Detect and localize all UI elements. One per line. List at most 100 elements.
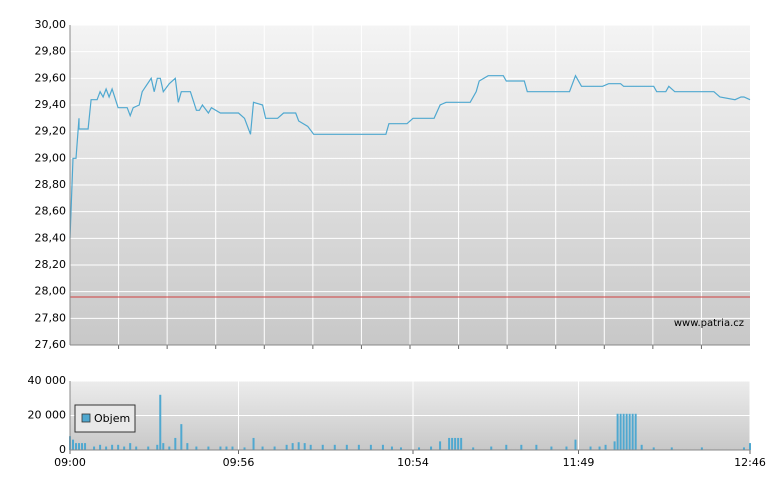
x-tick-label: 11:49 (563, 456, 595, 469)
volume-bar (451, 437, 454, 450)
volume-bar (93, 446, 96, 450)
volume-bar (291, 443, 294, 450)
y-tick-label: 30,00 (35, 18, 67, 31)
y-tick-label: 27,80 (35, 311, 67, 324)
volume-bar (99, 444, 102, 450)
x-tick-label: 09:56 (223, 456, 255, 469)
volume-bar (550, 446, 553, 450)
volume-bar (634, 413, 637, 450)
y-tick-label: 28,60 (35, 205, 67, 218)
volume-bar (357, 444, 360, 450)
volume-bar (631, 413, 634, 450)
y-tick-label: 28,40 (35, 231, 67, 244)
legend-label: Objem (94, 412, 130, 425)
volume-bar (111, 444, 114, 450)
x-tick-label: 09:00 (54, 456, 86, 469)
x-tick-label: 10:54 (397, 456, 429, 469)
volume-bar (273, 446, 276, 450)
volume-bar (749, 443, 751, 450)
volume-bar (490, 446, 493, 450)
y-tick-label: 20 000 (28, 409, 67, 422)
volume-bar (186, 443, 189, 450)
volume-bar (72, 439, 75, 450)
volume-bar (598, 446, 601, 450)
y-tick-label: 29,60 (35, 71, 67, 84)
x-tick-label: 12:46 (734, 456, 766, 469)
volume-bar (652, 447, 655, 450)
volume-bar (390, 446, 393, 450)
y-tick-label: 28,20 (35, 258, 67, 271)
volume-bar (252, 437, 255, 450)
volume-bar (589, 446, 592, 450)
volume-bar (457, 437, 460, 450)
volume-bar (742, 447, 745, 450)
volume-bar (505, 444, 508, 450)
volume-bar (381, 444, 384, 450)
volume-bar (345, 444, 348, 450)
volume-bar (460, 437, 463, 450)
volume-bar (303, 443, 306, 450)
volume-bar (168, 446, 171, 450)
y-tick-label: 29,80 (35, 45, 67, 58)
volume-bar (243, 447, 246, 450)
price-line (69, 74, 751, 239)
volume-bar (619, 413, 622, 450)
y-tick-label: 27,60 (35, 338, 67, 351)
volume-bar (285, 444, 288, 450)
volume-bar (454, 437, 457, 450)
volume-bar (616, 413, 619, 450)
volume-bar (430, 446, 433, 450)
y-tick-label: 28,80 (35, 178, 67, 191)
volume-bar (640, 444, 643, 450)
legend-swatch (81, 413, 91, 423)
volume-bar (628, 413, 631, 450)
volume-bar (159, 394, 162, 450)
volume-bar (439, 441, 442, 450)
volume-bar (117, 444, 120, 450)
volume-bar (448, 437, 451, 450)
volume-bar (613, 441, 616, 450)
volume-bar (333, 444, 336, 450)
volume-bar (207, 446, 210, 450)
volume-bar (156, 444, 159, 450)
volume-bar (472, 447, 475, 450)
volume-bar (123, 446, 126, 450)
volume-bar (195, 446, 198, 450)
volume-bar (574, 439, 577, 450)
volume-bar (261, 446, 264, 450)
y-tick-label: 0 (59, 443, 66, 456)
y-tick-label: 29,40 (35, 98, 67, 111)
y-tick-label: 40 000 (28, 374, 67, 387)
volume-bar (625, 413, 628, 450)
volume-bar (604, 444, 607, 450)
volume-bar (309, 444, 312, 450)
volume-bar (135, 446, 138, 450)
volume-bar (180, 424, 183, 450)
volume-bar (78, 443, 81, 450)
volume-bar (105, 446, 108, 450)
volume-bar (369, 444, 372, 450)
volume-bar (84, 443, 87, 450)
volume-bar (231, 446, 234, 450)
volume-bar (147, 446, 150, 450)
volume-bar (75, 443, 78, 450)
volume-bar (670, 447, 673, 450)
volume-bar (418, 447, 421, 450)
y-tick-label: 29,20 (35, 125, 67, 138)
y-tick-label: 29,00 (35, 151, 67, 164)
volume-bar (174, 437, 177, 450)
volume-bar (81, 443, 84, 450)
volume-bar (399, 447, 402, 450)
volume-bar (535, 444, 538, 450)
volume-bar (622, 413, 625, 450)
volume-bar (297, 442, 300, 450)
volume-bar (129, 443, 132, 450)
volume-bar (219, 446, 222, 450)
y-tick-label: 28,00 (35, 285, 67, 298)
volume-bar (520, 444, 523, 450)
volume-bar (565, 446, 568, 450)
watermark: www.patria.cz (674, 318, 744, 329)
volume-bar (321, 444, 324, 450)
volume-bar (162, 443, 165, 450)
